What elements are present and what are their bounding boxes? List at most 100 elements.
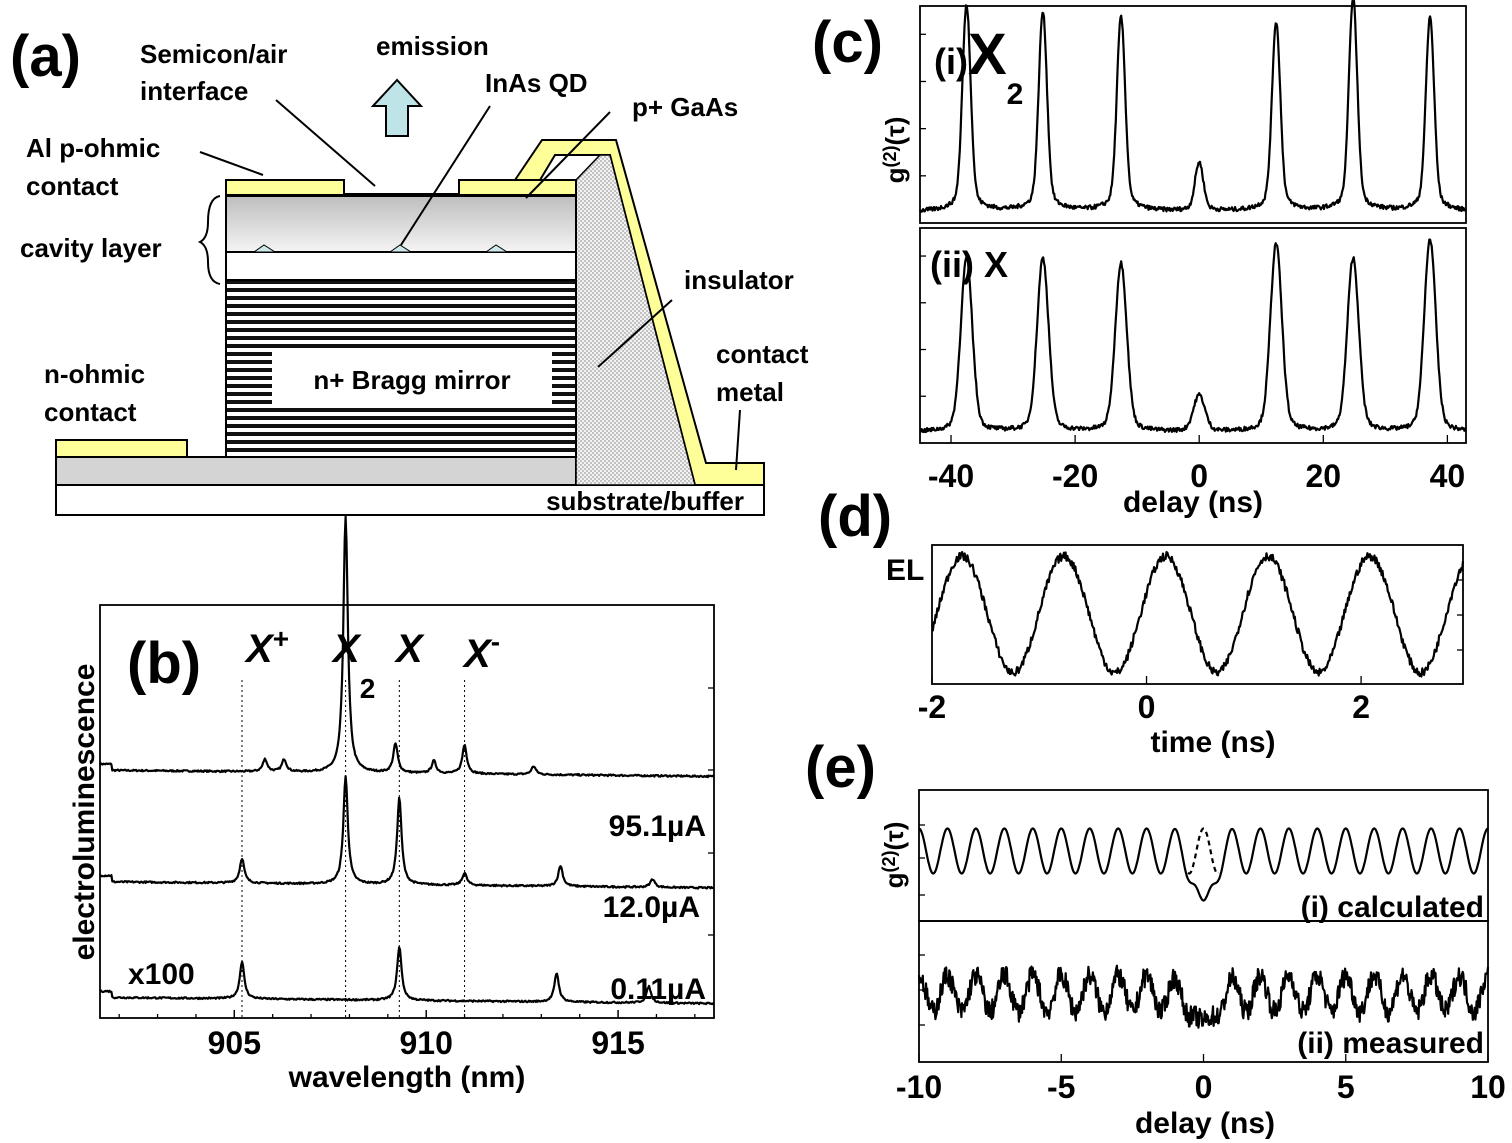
- calculated-dashed-trace: [1187, 827, 1220, 875]
- n-ohmic-label-1: n-ohmic: [44, 359, 145, 389]
- leader-line: [597, 299, 673, 368]
- x-tick-label: -5: [1047, 1069, 1075, 1105]
- panel-c-i-frame: [919, 5, 1467, 224]
- panel-a-label: (a): [10, 24, 81, 89]
- x-tick-label: 5: [1337, 1069, 1355, 1105]
- line-label-xplus: X+: [244, 623, 289, 671]
- x-tick-label: 905: [208, 1025, 261, 1061]
- series-label-95uA: 95.1µA: [609, 810, 706, 843]
- leader-line: [400, 105, 491, 246]
- panel-d-frame: [931, 544, 1464, 685]
- panel-e-marks: -10 -5 0 5 10: [896, 824, 1506, 1105]
- leader-line: [275, 99, 376, 187]
- measured-trace: [917, 964, 1490, 1029]
- semicon-air-label-1: Semicon/air: [140, 39, 287, 69]
- contact-metal-label-1: contact: [716, 339, 809, 369]
- panel-d-xlabel: time (ns): [1150, 726, 1275, 759]
- quantum-dot: [484, 244, 509, 253]
- semicon-air-label-2: interface: [140, 76, 248, 106]
- x-tick-label: 915: [591, 1025, 644, 1061]
- panel-c-ylabel: g(2)(τ): [880, 117, 910, 184]
- leader-line: [199, 151, 264, 176]
- panel-d-label: (d): [818, 484, 892, 549]
- series-label-011uA: 0.11µA: [610, 973, 706, 1006]
- el-trace: [931, 551, 1465, 678]
- panel-c-xlabel: delay (ns): [1123, 486, 1263, 519]
- insulator-label: insulator: [684, 265, 794, 295]
- panel-c-label: (c): [812, 10, 883, 75]
- panel-b-ylabel: electroluminescence: [68, 664, 101, 961]
- al-p-contact-right: [458, 179, 577, 196]
- p-gaas-label: p+ GaAs: [632, 92, 738, 122]
- emission-arrow-icon: [370, 78, 424, 137]
- line-label-xminus: X-: [462, 626, 500, 676]
- quantum-dot: [388, 244, 413, 253]
- x-tick-label: 0: [1138, 689, 1156, 725]
- panel-b-spectra: 905 910 915 (b) X+ X2 X X- 95.1µA 12.0µA 0…: [68, 515, 715, 1094]
- x-tick-label: 0: [1190, 458, 1208, 494]
- panel-e-label: (e): [805, 735, 876, 800]
- al-p-contact-left: [225, 179, 345, 196]
- panel-b-label: (b): [127, 631, 201, 696]
- contact-metal-layer: [513, 139, 765, 486]
- leader-line: [735, 409, 741, 471]
- n-ohmic-contact-pad: [55, 439, 188, 458]
- panel-d-marks: -2 0 2: [918, 551, 1465, 725]
- inas-qd-label: InAs QD: [485, 68, 588, 98]
- bragg-label: n+ Bragg mirror: [313, 365, 510, 395]
- panel-b-xlabel: wavelength (nm): [288, 1061, 526, 1094]
- n-ohmic-label-2: contact: [44, 397, 137, 427]
- x-tick-label: 910: [399, 1025, 452, 1061]
- insulator-region: [575, 154, 696, 486]
- x-tick-label: -40: [928, 458, 974, 494]
- line-label-x: X: [394, 627, 425, 671]
- x-tick-label: 2: [1352, 689, 1370, 725]
- cavity-layer-top: [225, 194, 577, 253]
- panel-c-ii-label: (ii) X: [930, 244, 1008, 285]
- panel-d-ylabel: EL: [886, 554, 924, 587]
- panel-a-device-schematic: (a) n+ Bragg mirror Sem: [10, 24, 809, 516]
- scale-factor-label: x100: [128, 958, 195, 991]
- substrate-layer: [55, 484, 765, 516]
- panel-b-frame: [99, 604, 715, 1019]
- panel-e-g2-compare: -10 -5 0 5 10 (e) (i) calculated (ii) measur…: [805, 735, 1506, 1140]
- x-tick-label: -20: [1052, 458, 1098, 494]
- al-contact-label-1: Al p-ohmic: [26, 133, 160, 163]
- x-tick-label: 20: [1305, 458, 1341, 494]
- series-label-12uA: 12.0µA: [603, 891, 700, 924]
- panel-c-ii-frame: [919, 227, 1467, 444]
- panel-e-ylabel: g(2)(τ): [879, 822, 909, 889]
- panel-c-marks: -40 -20 0 20 40: [918, 0, 1467, 494]
- cavity-brace: [197, 195, 221, 285]
- x-tick-label: -10: [896, 1069, 942, 1105]
- cavity-layer-label: cavity layer: [20, 233, 162, 263]
- panel-b-marks: 905 910 915: [99, 515, 715, 1061]
- contact-metal-label-2: metal: [716, 377, 784, 407]
- g2-trace: [918, 0, 1467, 214]
- x-tick-label: 0: [1195, 1069, 1213, 1105]
- cavity-layer-bottom: [225, 251, 577, 281]
- panel-d-el-time: -2 0 2 (d) EL time (ns): [818, 484, 1465, 759]
- panel-e-ii-label: (ii) measured: [1297, 1027, 1484, 1060]
- leader-line: [525, 111, 611, 199]
- panel-e-ii-frame: [918, 920, 1489, 1063]
- panel-e-i-label: (i) calculated: [1301, 891, 1484, 924]
- spectrum-trace: [99, 946, 715, 1006]
- substrate-label: substrate/buffer: [546, 486, 744, 516]
- n-doped-layer: [55, 456, 577, 486]
- spectrum-trace: [99, 775, 715, 890]
- quantum-dot: [252, 244, 277, 253]
- emission-label: emission: [376, 31, 489, 61]
- calculated-trace: [918, 827, 1489, 902]
- line-label-x2: X2: [331, 627, 375, 704]
- spectrum-trace: [99, 515, 715, 779]
- x-tick-label: 40: [1430, 458, 1466, 494]
- panel-c-i-label: (i)X2: [934, 22, 1023, 111]
- panel-c-g2-correlation: -40 -20 0 20 40 (c) (i)X2 (ii) X g(2)(τ) del…: [812, 0, 1467, 519]
- g2-trace: [919, 238, 1467, 434]
- panel-e-xlabel: delay (ns): [1135, 1107, 1275, 1140]
- al-contact-label-2: contact: [26, 171, 119, 201]
- x-tick-label: -2: [918, 689, 946, 725]
- bragg-label-box: [272, 349, 552, 406]
